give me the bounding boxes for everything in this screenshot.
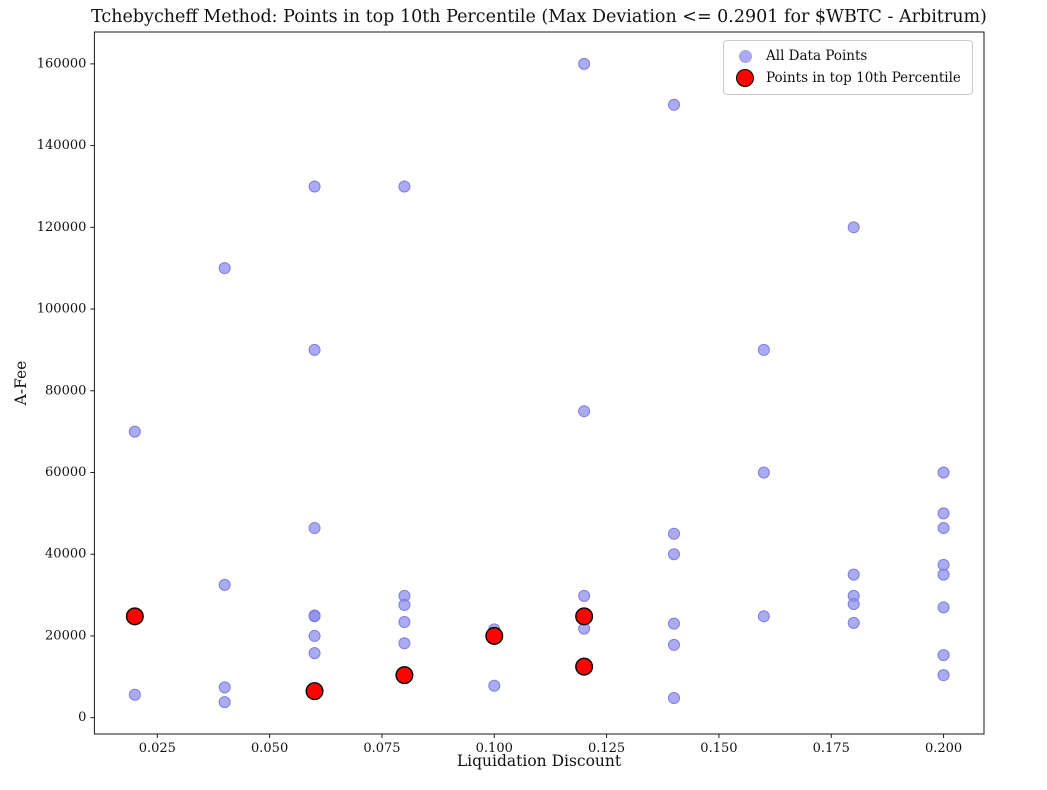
y-tick-label: 60000 xyxy=(45,465,86,480)
data-point xyxy=(128,425,141,438)
legend-dot xyxy=(735,68,755,88)
data-point xyxy=(757,343,770,356)
data-point xyxy=(667,98,680,111)
data-point xyxy=(488,679,501,692)
all-points-marker-icon xyxy=(724,49,766,63)
legend-label: All Data Points xyxy=(766,48,868,64)
data-point xyxy=(578,589,591,602)
y-tick-label: 120000 xyxy=(37,220,87,235)
y-tick-label: 80000 xyxy=(45,383,86,398)
highlight-point xyxy=(125,607,144,626)
top-percentile-marker-icon xyxy=(724,68,766,88)
data-point xyxy=(308,610,321,623)
data-point xyxy=(308,629,321,642)
data-point xyxy=(308,343,321,356)
legend-label: Points in top 10th Percentile xyxy=(766,70,961,86)
y-axis-label: A-Fee xyxy=(12,360,30,406)
data-point xyxy=(308,647,321,660)
data-point xyxy=(128,688,141,701)
data-point xyxy=(218,262,231,275)
data-point xyxy=(218,681,231,694)
data-point xyxy=(398,598,411,611)
highlight-point xyxy=(395,666,414,685)
y-tick-label: 160000 xyxy=(37,56,87,71)
data-point xyxy=(757,610,770,623)
data-point xyxy=(667,527,680,540)
highlight-point xyxy=(485,626,504,645)
data-point xyxy=(578,405,591,418)
legend-entry: All Data Points xyxy=(724,45,972,67)
data-point xyxy=(667,638,680,651)
x-tick-label: 0.150 xyxy=(700,741,737,756)
data-point xyxy=(578,57,591,70)
highlight-point xyxy=(575,607,594,626)
x-tick-label: 0.125 xyxy=(588,741,625,756)
data-point xyxy=(847,568,860,581)
highlight-point xyxy=(575,657,594,676)
data-point xyxy=(937,669,950,682)
y-tick-label: 0 xyxy=(78,710,86,725)
chart-title: Tchebycheff Method: Points in top 10th P… xyxy=(91,7,987,27)
data-point xyxy=(218,696,231,709)
data-point xyxy=(937,568,950,581)
data-point xyxy=(937,601,950,614)
data-point xyxy=(847,616,860,629)
y-tick-label: 20000 xyxy=(45,628,86,643)
x-tick-label: 0.050 xyxy=(251,741,288,756)
y-tick-label: 100000 xyxy=(37,302,87,317)
data-point xyxy=(308,180,321,193)
x-axis-label: Liquidation Discount xyxy=(456,752,622,770)
y-tick-label: 40000 xyxy=(45,547,86,562)
data-point xyxy=(398,180,411,193)
data-point xyxy=(667,692,680,705)
data-point xyxy=(937,522,950,535)
data-point xyxy=(757,466,770,479)
data-point xyxy=(667,617,680,630)
y-tick-label: 140000 xyxy=(37,138,87,153)
highlight-point xyxy=(305,682,324,701)
legend-dot xyxy=(738,49,752,63)
x-tick-label: 0.025 xyxy=(139,741,176,756)
legend: All Data Points Points in top 10th Percen… xyxy=(723,40,973,95)
x-tick-label: 0.100 xyxy=(476,741,513,756)
data-point xyxy=(847,598,860,611)
data-point xyxy=(937,649,950,662)
x-tick-label: 0.175 xyxy=(813,741,850,756)
data-point xyxy=(398,637,411,650)
data-point xyxy=(847,221,860,234)
data-point xyxy=(398,616,411,629)
plot-frame xyxy=(93,31,985,735)
data-point xyxy=(937,466,950,479)
x-tick-label: 0.200 xyxy=(925,741,962,756)
data-point xyxy=(218,578,231,591)
x-tick-label: 0.075 xyxy=(363,741,400,756)
data-point xyxy=(667,548,680,561)
data-point xyxy=(308,522,321,535)
legend-entry: Points in top 10th Percentile xyxy=(724,67,972,89)
data-point xyxy=(937,507,950,520)
